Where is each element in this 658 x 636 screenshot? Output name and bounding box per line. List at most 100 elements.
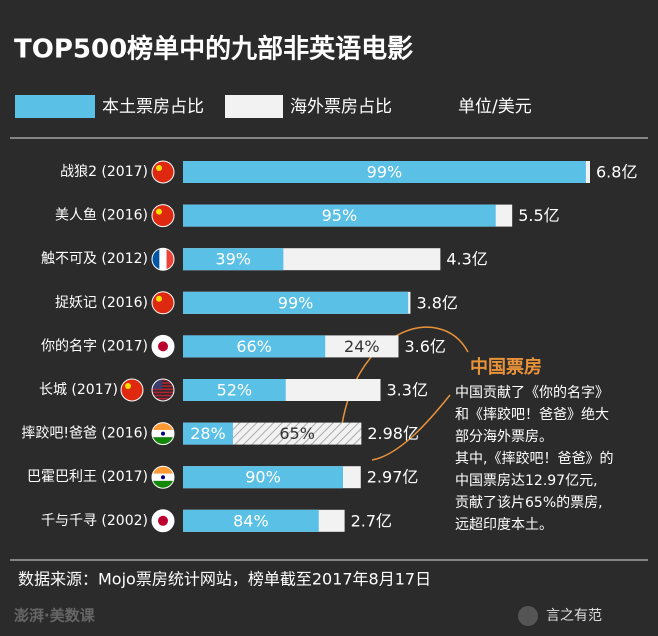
annotation-line: 远超印度本土。 [455,517,553,533]
flag-wheel [161,431,165,436]
bar-segment [183,509,319,532]
row-label: 长城 (2017) [39,382,118,398]
flag-stripe [152,480,174,489]
total-label: 6.8亿 [596,163,637,182]
flag-stripe [166,248,174,271]
flag-body [121,379,143,401]
annotation-line: 贡献了该片65%的票房, [455,495,603,511]
bar-segment [183,161,586,183]
flag-icon [151,247,175,271]
watermark: 言之有范 [546,607,602,624]
flag-stripe [152,466,174,474]
flag-stripe [152,385,174,387]
watermark: 澎湃·美数课 [14,607,96,625]
flag-body [152,422,174,445]
flag-icon [151,378,175,402]
flag-body [152,509,174,532]
total-label: 2.7亿 [351,511,392,530]
flag-icon [120,378,144,402]
flag-border [151,334,175,358]
flag-icon [151,160,175,184]
flag-icon [151,204,175,228]
flag-dot [158,341,168,352]
flag-border [151,291,175,315]
flag-body [152,291,174,314]
annotation-arc [371,394,451,461]
bar-segment [183,291,409,314]
legend-label: 本土票房占比 [102,97,204,117]
bar-segment [183,204,496,227]
value-label: 66% [236,337,272,356]
value-label: 39% [215,250,251,269]
flag-stripe [152,422,174,430]
source-note: 数据来源：Mojo票房统计网站，榜单截至2017年8月17日 [18,570,431,589]
row-label: 美人鱼 (2016) [55,207,148,224]
value-label: 24% [344,337,380,356]
flag-border [151,509,175,533]
flag-border [151,247,175,271]
flag-border [151,465,175,489]
value-label: 52% [217,381,253,400]
chart-title: TOP500榜单中的九部非英语电影 [14,34,413,65]
flag-dot [158,515,168,526]
flag-border [151,422,175,446]
row-label: 战狼2 (2017) [60,164,148,180]
total-label: 3.3亿 [387,381,428,400]
flag-body [152,379,174,400]
value-label: 99% [367,163,403,182]
flag-stripe [152,437,174,445]
annotation-line: 和《摔跤吧！爸爸》绝大 [455,406,609,423]
flag-icon [151,465,175,489]
value-label: 65% [279,424,315,443]
value-label: 84% [233,511,269,530]
row-label: 捉妖记 (2016) [55,295,148,311]
flag-body [152,204,174,227]
legend-swatch [15,95,95,118]
flag-body [152,248,174,271]
flag-stripe [152,397,174,400]
watermark-icon [518,606,538,626]
flag-border [151,378,175,402]
flag-icon [151,509,175,533]
flag-star [156,165,162,171]
bar-segment [183,466,343,489]
legend-label: 海外票房占比 [290,97,392,117]
flag-border [151,160,175,184]
flag-canton [152,379,162,389]
flag-icon [151,291,175,315]
flag-border [151,204,175,228]
total-label: 5.5亿 [518,206,559,225]
flag-star [125,383,131,389]
flag-stripe [152,394,174,397]
annotation-line: 其中,《摔跤吧！爸爸》的 [455,450,613,467]
flag-body [152,335,174,358]
row-label: 千与千寻 (2002) [41,513,148,529]
flag-stripe [159,248,167,271]
flag-icon [151,334,175,358]
flag-stripe [152,388,174,391]
annotation-title: 中国票房 [470,356,542,378]
flag-wheel [161,475,165,480]
flag-body [152,466,174,489]
value-label: 90% [245,468,281,487]
flag-star [156,295,162,302]
flag-body [152,161,174,183]
row-label: 你的名字 (2017) [41,338,148,354]
flag-stripe [152,391,174,394]
annotation-line: 中国票房达12.97亿元, [455,473,598,489]
total-label: 3.6亿 [404,337,445,356]
value-label: 28% [190,424,226,443]
value-label: 95% [322,206,358,225]
total-label: 4.3亿 [446,250,487,269]
total-label: 3.8亿 [416,293,457,312]
total-label: 2.98亿 [367,424,419,443]
flag-star [156,208,162,215]
annotation-line: 中国贡献了《你的名字》 [455,385,609,401]
flag-stripe [152,379,174,381]
row-label: 摔跤吧!爸爸 (2016) [21,425,148,442]
flag-stripe [152,248,160,271]
bar-segment [183,248,284,271]
unit-label: 单位/美元 [458,97,532,117]
